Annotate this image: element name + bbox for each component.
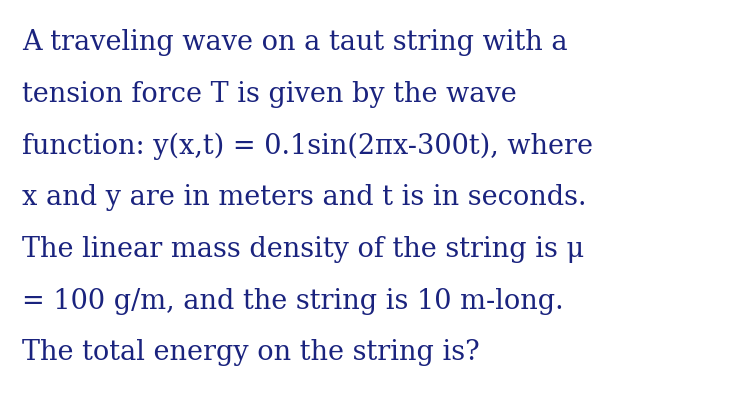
Text: function: y(x,t) = 0.1sin(2πx-300t), where: function: y(x,t) = 0.1sin(2πx-300t), whe… xyxy=(22,132,593,159)
Text: tension force T is given by the wave: tension force T is given by the wave xyxy=(22,81,518,107)
Text: = 100 g/m, and the string is 10 m-long.: = 100 g/m, and the string is 10 m-long. xyxy=(22,287,564,314)
Text: The total energy on the string is?: The total energy on the string is? xyxy=(22,339,480,366)
Text: The linear mass density of the string is μ: The linear mass density of the string is… xyxy=(22,235,585,262)
Text: A traveling wave on a taut string with a: A traveling wave on a taut string with a xyxy=(22,29,568,56)
Text: x and y are in meters and t is in seconds.: x and y are in meters and t is in second… xyxy=(22,184,587,211)
